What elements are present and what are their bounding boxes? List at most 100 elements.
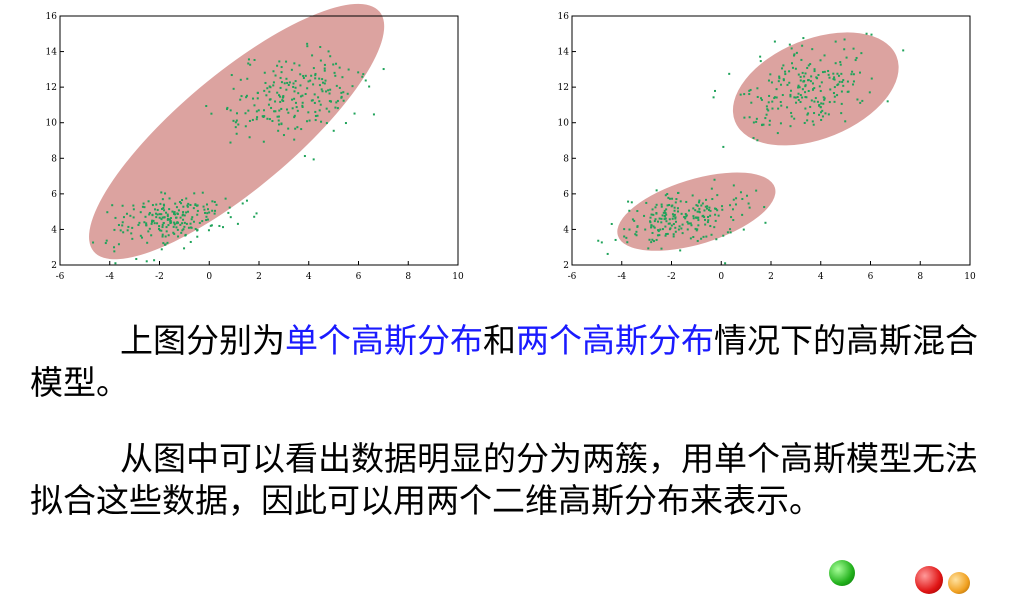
data-point	[644, 228, 647, 231]
data-point	[182, 228, 185, 231]
data-point	[160, 191, 163, 194]
data-point	[160, 207, 163, 210]
x-tick-label: 10	[452, 272, 464, 282]
data-point	[296, 109, 299, 112]
data-point	[301, 104, 304, 107]
data-point	[173, 232, 176, 235]
data-point	[840, 112, 843, 115]
data-point	[202, 205, 205, 208]
data-point	[311, 54, 314, 57]
data-point	[155, 216, 158, 219]
data-point	[696, 228, 699, 231]
data-point	[281, 99, 284, 102]
p1-highlight-two: 两个高斯分布	[516, 321, 714, 360]
data-point	[306, 120, 309, 123]
data-point	[178, 201, 181, 204]
data-point	[663, 215, 666, 218]
data-point	[716, 209, 719, 212]
data-point	[163, 204, 166, 207]
data-point	[263, 115, 266, 118]
data-point	[227, 211, 230, 214]
data-point	[327, 89, 330, 92]
data-point	[139, 234, 142, 237]
green-ball-decoration	[829, 560, 855, 586]
data-point	[802, 37, 805, 40]
data-point	[213, 200, 216, 203]
data-point	[827, 113, 830, 116]
data-point	[279, 95, 282, 98]
data-point	[834, 40, 837, 43]
data-point	[768, 119, 771, 122]
data-point	[833, 78, 836, 81]
data-point	[812, 123, 815, 126]
data-point	[781, 67, 784, 70]
data-point	[252, 97, 255, 100]
data-point	[692, 236, 695, 239]
data-point	[308, 119, 311, 122]
data-point	[759, 60, 762, 63]
data-point	[303, 155, 306, 158]
data-point	[119, 229, 122, 232]
data-point	[161, 235, 164, 238]
data-point	[172, 212, 175, 215]
data-point	[669, 227, 672, 230]
data-point	[279, 100, 282, 103]
data-point	[663, 218, 666, 221]
data-point	[670, 224, 673, 227]
data-point	[709, 225, 712, 228]
data-point	[140, 236, 143, 239]
data-point	[681, 232, 684, 235]
data-point	[855, 56, 858, 59]
data-point	[241, 202, 244, 205]
data-point	[235, 112, 238, 115]
data-point	[652, 225, 655, 228]
data-point	[668, 222, 671, 225]
data-point	[821, 115, 824, 118]
data-point	[160, 218, 163, 221]
data-point	[293, 138, 296, 141]
data-point	[760, 97, 763, 100]
data-point	[239, 98, 242, 101]
data-point	[256, 97, 259, 100]
data-point	[293, 62, 296, 65]
data-point	[273, 110, 276, 113]
data-point	[713, 207, 716, 210]
data-point	[245, 94, 248, 97]
data-point	[141, 205, 144, 208]
data-point	[314, 110, 317, 113]
data-point	[182, 205, 185, 208]
data-point	[597, 239, 600, 242]
x-tick-label: 6	[356, 272, 362, 282]
data-point	[628, 228, 631, 231]
data-point	[268, 90, 271, 93]
data-point	[280, 71, 283, 74]
data-point	[148, 211, 151, 214]
data-point	[797, 84, 800, 87]
data-point	[807, 64, 810, 67]
data-point	[856, 98, 859, 101]
data-point	[306, 45, 309, 48]
data-point	[332, 63, 335, 66]
data-point	[840, 90, 843, 93]
data-point	[235, 132, 238, 135]
data-point	[724, 262, 727, 265]
data-point	[272, 70, 275, 73]
data-point	[703, 215, 706, 218]
data-point	[691, 194, 694, 197]
data-point	[307, 111, 310, 114]
data-point	[651, 231, 654, 234]
data-point	[332, 129, 335, 132]
data-point	[295, 106, 298, 109]
data-point	[162, 242, 165, 245]
data-point	[832, 72, 835, 75]
data-point	[92, 241, 95, 244]
data-point	[631, 218, 634, 221]
y-tick-label: 6	[51, 190, 57, 200]
data-point	[779, 122, 782, 125]
x-tick-label: -6	[56, 272, 65, 282]
data-point	[155, 203, 158, 206]
y-tick-label: 8	[563, 154, 569, 164]
data-point	[732, 184, 735, 187]
data-point	[313, 101, 316, 104]
data-point	[840, 102, 843, 105]
